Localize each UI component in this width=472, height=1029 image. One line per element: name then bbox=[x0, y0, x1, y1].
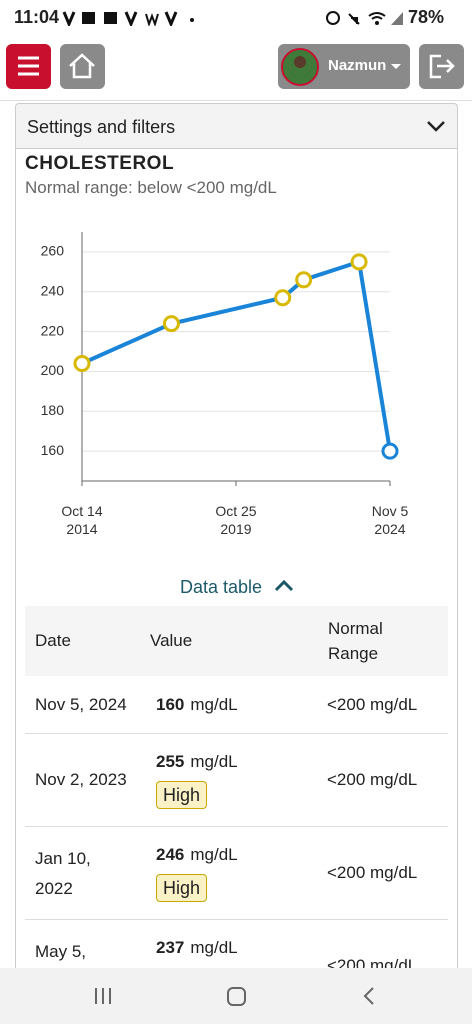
system-icons bbox=[326, 11, 403, 25]
header-range: Normal bbox=[328, 619, 383, 638]
battery: 78% bbox=[408, 7, 445, 27]
y-tick-label: 260 bbox=[41, 243, 65, 259]
row-date: Nov 5, 2024 bbox=[35, 695, 127, 714]
clock: 11:04 bbox=[14, 7, 60, 27]
status-bar: 11:04 78% bbox=[0, 0, 472, 33]
row-value: 255 mg/dL bbox=[156, 749, 238, 774]
value-number: 160 bbox=[156, 695, 185, 714]
row-date: Jan 10, bbox=[35, 849, 91, 868]
value-unit: mg/dL bbox=[190, 695, 238, 714]
high-badge: High bbox=[156, 781, 208, 809]
y-tick-label: 220 bbox=[41, 322, 65, 338]
value-unit: mg/dL bbox=[190, 752, 238, 771]
user-name: Nazmun bbox=[328, 57, 387, 74]
nav-bar bbox=[0, 968, 472, 1024]
line bbox=[81, 259, 392, 452]
value-number: 246 bbox=[156, 845, 185, 864]
row-date: 2022 bbox=[35, 879, 73, 898]
user-menu[interactable]: Nazmun bbox=[278, 44, 410, 89]
point bbox=[350, 253, 368, 271]
x-tick-label: Oct 14 2014 bbox=[61, 503, 102, 537]
notification-icons bbox=[62, 11, 194, 26]
x-tick-label-line: Nov 5 bbox=[372, 503, 409, 519]
point bbox=[162, 315, 180, 333]
point bbox=[73, 354, 91, 372]
x-tick-label-line: 2014 bbox=[66, 521, 97, 537]
point bbox=[381, 442, 399, 460]
x-tick-label: Oct 25 2019 bbox=[215, 503, 256, 537]
app-header: Nazmun bbox=[0, 33, 472, 101]
y-tick-label: 180 bbox=[41, 402, 65, 418]
row-divider bbox=[25, 826, 448, 827]
row-divider bbox=[25, 919, 448, 920]
row-date: Nov 2, 2023 bbox=[35, 770, 127, 789]
data-table-toggle[interactable]: Data table bbox=[180, 577, 295, 598]
y-tick-label: 200 bbox=[41, 362, 65, 378]
row-value: 246 mg/dL bbox=[156, 842, 238, 867]
row-range: <200 mg/dL bbox=[327, 770, 418, 789]
y-tick-label: 160 bbox=[41, 442, 65, 458]
value-number: 255 bbox=[156, 752, 185, 771]
header-value: Value bbox=[150, 631, 193, 650]
point bbox=[295, 271, 313, 289]
chart-title: CHOLESTEROL bbox=[25, 153, 175, 174]
x-tick-label: Nov 5 2024 bbox=[372, 503, 409, 537]
value-unit: mg/dL bbox=[190, 938, 238, 957]
row-divider bbox=[25, 733, 448, 734]
row-range: <200 mg/dL bbox=[327, 695, 418, 714]
header-range: Range bbox=[328, 644, 379, 663]
x-tick-label-line: Oct 14 bbox=[61, 503, 102, 519]
row-value: 237 mg/dL bbox=[156, 935, 238, 960]
card bbox=[15, 148, 458, 978]
x-tick-label-line: Oct 25 bbox=[215, 503, 256, 519]
row-range: <200 mg/dL bbox=[327, 863, 418, 882]
data-table: Date Value Normal Range Nov 5, 2024 160 mg/dL <… bbox=[25, 606, 448, 1013]
settings-bar[interactable]: Settings and filters bbox=[15, 103, 458, 149]
point bbox=[274, 289, 292, 307]
header-date: Date bbox=[35, 631, 71, 650]
x-tick-label-line: 2024 bbox=[374, 521, 405, 537]
settings-label: Settings and filters bbox=[27, 117, 176, 137]
table-header-bg bbox=[25, 606, 448, 676]
chart: 160 180 200 220 240 260 Oct 14 2014 Oct 25 2019 No… bbox=[41, 232, 409, 537]
logout-button[interactable] bbox=[419, 44, 464, 89]
home-button[interactable] bbox=[60, 44, 105, 89]
chart-subtitle: Normal range: below <200 mg/dL bbox=[25, 178, 277, 197]
y-tick-label: 240 bbox=[41, 282, 65, 298]
value-unit: mg/dL bbox=[190, 845, 238, 864]
toggle-label: Data table bbox=[180, 577, 263, 597]
menu-button[interactable] bbox=[6, 44, 51, 89]
x-tick-label-line: 2019 bbox=[220, 521, 251, 537]
row-date: May 5, bbox=[35, 942, 87, 961]
value-number: 237 bbox=[156, 938, 185, 957]
row-value: 160 mg/dL bbox=[156, 692, 238, 717]
high-badge: High bbox=[156, 874, 208, 902]
